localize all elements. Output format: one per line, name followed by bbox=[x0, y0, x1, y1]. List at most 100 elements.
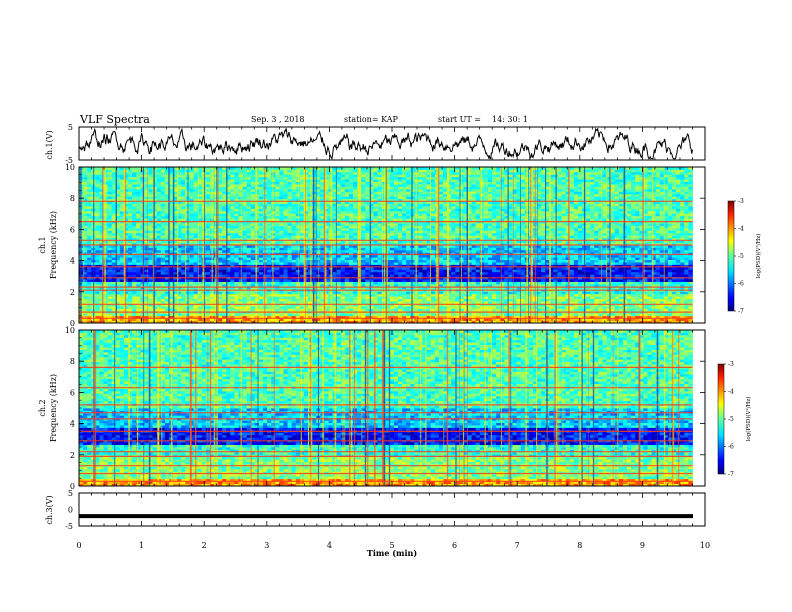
spectrogram-cell bbox=[108, 299, 112, 302]
spectrogram-cell bbox=[394, 179, 398, 182]
spectrogram-cell bbox=[234, 177, 238, 180]
spectrogram-cell bbox=[136, 306, 140, 309]
spectrogram-cell bbox=[185, 211, 189, 214]
spectrogram-cell bbox=[271, 228, 275, 231]
spectrogram-cell bbox=[373, 308, 377, 311]
spectrogram-cell bbox=[296, 279, 300, 282]
spectrogram-cell bbox=[296, 204, 300, 207]
spectrogram-cell bbox=[345, 187, 349, 190]
spectrogram-cell bbox=[132, 294, 136, 297]
spectrogram-cell bbox=[206, 179, 210, 182]
spectrogram-cell bbox=[271, 174, 275, 177]
spectrogram-cell bbox=[222, 184, 226, 187]
spectrogram-cell bbox=[361, 169, 365, 172]
spectrogram-cell bbox=[222, 226, 226, 229]
spectrogram-cell bbox=[283, 194, 287, 197]
spectrogram-cell bbox=[230, 301, 234, 304]
spectrogram-cell bbox=[251, 282, 255, 285]
spectrogram-cell bbox=[181, 174, 185, 177]
spectrogram-cell bbox=[394, 291, 398, 294]
spectrogram-cell bbox=[283, 294, 287, 297]
spectrogram-cell bbox=[128, 208, 132, 211]
spectrogram-cell bbox=[373, 216, 377, 219]
spectrogram-cell bbox=[267, 282, 271, 285]
spectrogram-cell bbox=[341, 255, 345, 258]
spectrogram-cell bbox=[296, 208, 300, 211]
spectrogram-cell bbox=[394, 223, 398, 226]
spectrogram-cell bbox=[140, 216, 144, 219]
spectrogram-cell bbox=[255, 299, 259, 302]
spectrogram-cell bbox=[267, 228, 271, 231]
spectrogram-cell bbox=[296, 247, 300, 250]
spectrogram-cell bbox=[149, 211, 153, 214]
spectrogram-cell bbox=[390, 187, 394, 190]
spectrogram-cell bbox=[390, 226, 394, 229]
spectrogram-cell bbox=[243, 282, 247, 285]
spectrogram-cell bbox=[349, 230, 353, 233]
spectrogram-cell bbox=[259, 182, 263, 185]
spectrogram-cell bbox=[275, 247, 279, 250]
spectrogram-cell bbox=[87, 257, 91, 260]
spectrogram-cell bbox=[365, 191, 369, 194]
spectrogram-cell bbox=[108, 313, 112, 316]
spectrogram-cell bbox=[189, 172, 193, 175]
spectrogram-cell bbox=[95, 189, 99, 192]
spectrogram-cell bbox=[279, 306, 283, 309]
spectrogram-cell bbox=[251, 204, 255, 207]
spectrogram-cell bbox=[288, 189, 292, 192]
spectrogram-cell bbox=[275, 233, 279, 236]
spectrogram-cell bbox=[108, 279, 112, 282]
spectrogram-cell bbox=[144, 299, 148, 302]
spectrogram-cell bbox=[292, 223, 296, 226]
spectrogram-cell bbox=[279, 301, 283, 304]
spectrogram-cell bbox=[189, 179, 193, 182]
spectrogram-cell bbox=[206, 230, 210, 233]
spectrogram-cell bbox=[149, 233, 153, 236]
spectrogram-cell bbox=[390, 250, 394, 253]
spectrogram-cell bbox=[95, 228, 99, 231]
spectrogram-cell bbox=[108, 184, 112, 187]
spectrogram-cell bbox=[365, 282, 369, 285]
spectrogram-cell bbox=[247, 194, 251, 197]
spectrogram-cell bbox=[255, 213, 259, 216]
spectrogram-cell bbox=[247, 294, 251, 297]
spectrogram-cell bbox=[353, 191, 357, 194]
spectrogram-cell bbox=[271, 260, 275, 263]
spectrogram-cell bbox=[316, 306, 320, 309]
spectrogram-cell bbox=[255, 291, 259, 294]
spectrogram-cell bbox=[275, 226, 279, 229]
spectrogram-cell bbox=[87, 308, 91, 311]
spectrogram-cell bbox=[296, 191, 300, 194]
spectrogram-cell bbox=[337, 208, 341, 211]
spectrogram-cell bbox=[337, 250, 341, 253]
spectrogram-cell bbox=[136, 194, 140, 197]
spectrogram-cell bbox=[345, 284, 349, 287]
spectrogram-cell bbox=[296, 235, 300, 238]
spectrogram-cell bbox=[239, 250, 243, 253]
spectrogram-cell bbox=[206, 223, 210, 226]
spectrogram-cell bbox=[234, 172, 238, 175]
spectrogram-cell bbox=[353, 279, 357, 282]
spectrogram-cell bbox=[161, 291, 165, 294]
spectrogram-cell bbox=[185, 208, 189, 211]
spectrogram-cell bbox=[255, 177, 259, 180]
spectrogram-cell bbox=[316, 194, 320, 197]
spectrogram-cell bbox=[353, 233, 357, 236]
spectrogram-cell bbox=[316, 177, 320, 180]
spectrogram-cell bbox=[108, 169, 112, 172]
spectrogram-cell bbox=[292, 308, 296, 311]
spectrogram-cell bbox=[161, 235, 165, 238]
spectrogram-cell bbox=[87, 179, 91, 182]
spectrogram-cell bbox=[292, 208, 296, 211]
spectrogram-cell bbox=[337, 296, 341, 299]
spectrogram-cell bbox=[337, 179, 341, 182]
spectrogram-cell bbox=[136, 233, 140, 236]
spectrogram-cell bbox=[349, 216, 353, 219]
spectrogram-cell bbox=[394, 247, 398, 250]
spectrogram-cell bbox=[239, 184, 243, 187]
spectrogram-cell bbox=[136, 223, 140, 226]
spectrogram-cell bbox=[279, 196, 283, 199]
spectrogram-cell bbox=[255, 284, 259, 287]
spectrogram-cell bbox=[239, 282, 243, 285]
spectrogram-cell bbox=[373, 257, 377, 260]
